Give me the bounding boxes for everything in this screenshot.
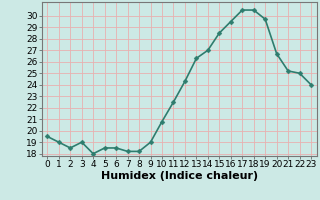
X-axis label: Humidex (Indice chaleur): Humidex (Indice chaleur) [100, 171, 258, 181]
